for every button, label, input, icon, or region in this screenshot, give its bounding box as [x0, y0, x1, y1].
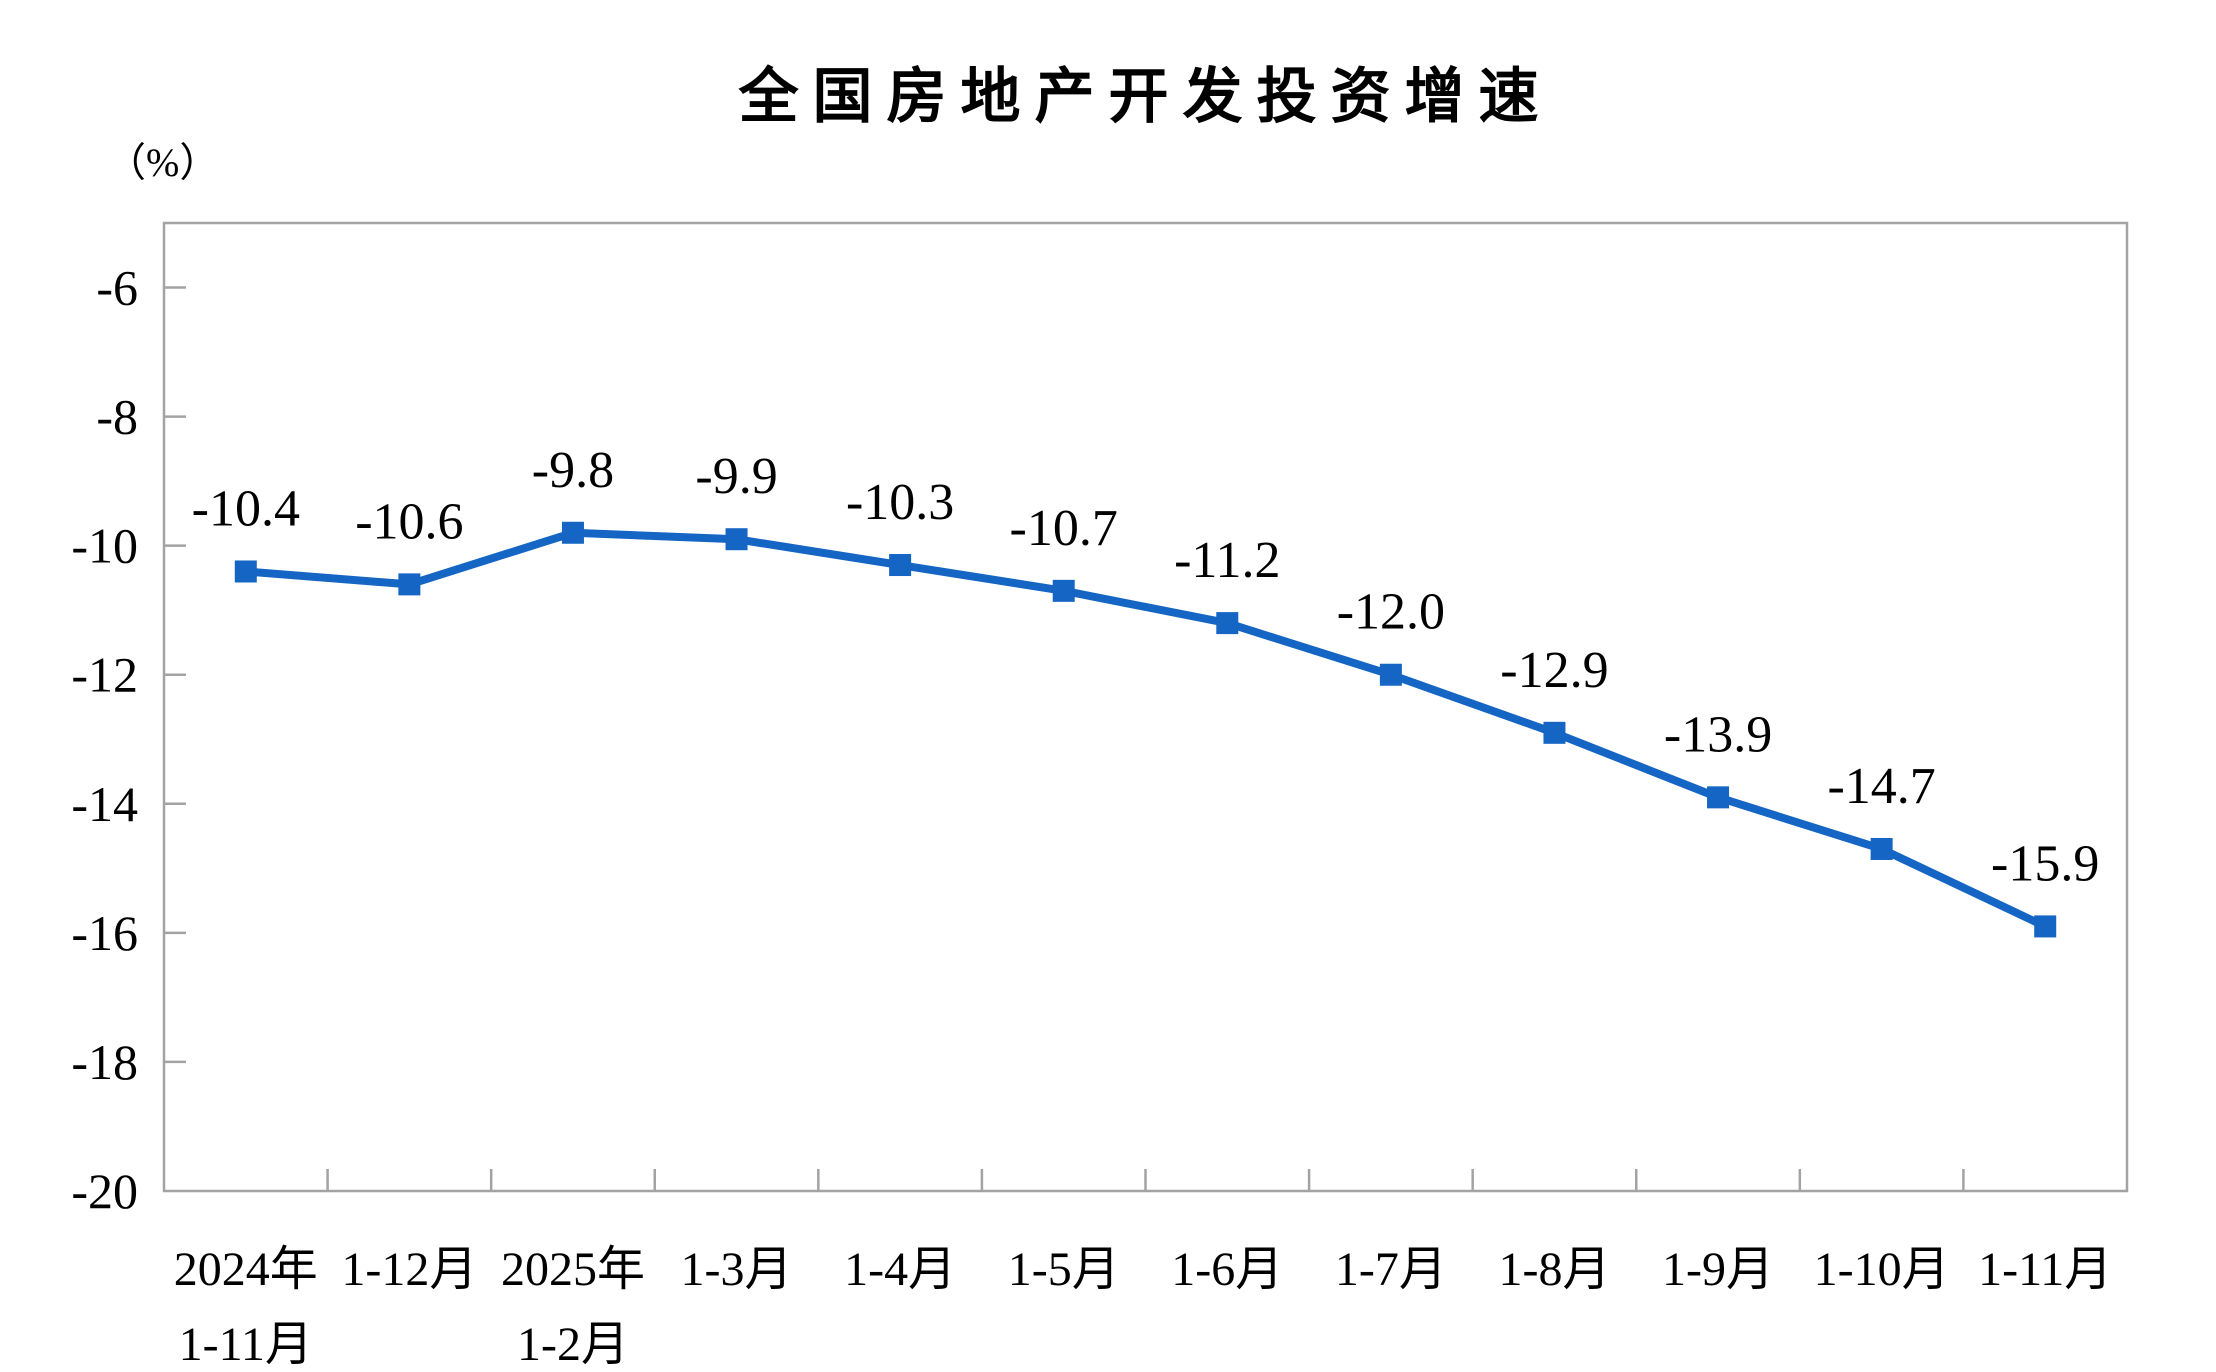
y-tick-label: -10: [71, 518, 138, 574]
x-tick-label: 1-12月: [341, 1243, 477, 1296]
data-point-marker: [561, 521, 584, 544]
data-point-label: -10.4: [192, 480, 300, 537]
data-point-marker: [725, 528, 748, 551]
x-tick-label: 2024年: [174, 1243, 318, 1296]
plot-frame: [162, 221, 2129, 1193]
data-point-label: -12.9: [1500, 642, 1608, 699]
data-point-label: -9.9: [695, 448, 777, 505]
x-tick-label: 1-10月: [1814, 1243, 1950, 1296]
data-point-label: -10.6: [355, 493, 463, 550]
y-tick-label: -6: [96, 260, 138, 316]
x-tick-label: 1-7月: [1335, 1243, 1447, 1296]
data-point-marker: [1216, 612, 1239, 635]
x-tick-label: 1-8月: [1498, 1243, 1610, 1296]
data-point-label: -10.7: [1010, 500, 1118, 557]
x-tick-label: 1-2月: [517, 1318, 629, 1371]
y-axis-unit-label: （%）: [106, 140, 220, 185]
y-tick-label: -18: [71, 1034, 138, 1090]
data-point-label: -11.2: [1174, 532, 1280, 589]
data-point-label: -14.7: [1827, 758, 1935, 815]
data-point-marker: [2034, 915, 2057, 938]
data-point-label: -12.0: [1337, 584, 1445, 641]
y-tick-label: -16: [71, 905, 138, 961]
x-tick-label: 1-5月: [1008, 1243, 1120, 1296]
x-tick-label: 1-11月: [179, 1318, 313, 1371]
data-point-label: -15.9: [1991, 835, 2099, 892]
data-point-marker: [1052, 579, 1075, 602]
series-line: [241, 528, 2050, 931]
y-tick-label: -20: [71, 1163, 138, 1219]
y-tick-label: -8: [96, 389, 138, 445]
x-tick-label: 1-6月: [1171, 1243, 1283, 1296]
data-point-label: -9.8: [532, 442, 614, 499]
x-tick-label: 1-4月: [844, 1243, 956, 1296]
data-point-marker: [1543, 721, 1566, 744]
data-point-label: -13.9: [1664, 706, 1772, 763]
data-point-marker: [1707, 786, 1730, 809]
x-tick-label: 1-3月: [681, 1243, 793, 1296]
data-point-marker: [234, 560, 257, 583]
data-point-marker: [1870, 837, 1893, 860]
data-point-marker: [398, 573, 421, 596]
x-tick-label: 2025年: [501, 1243, 645, 1296]
data-point-marker: [889, 554, 912, 577]
y-tick-label: -14: [71, 776, 138, 832]
x-tick-label: 1-11月: [1978, 1243, 2112, 1296]
x-tick-label: 1-9月: [1662, 1243, 1774, 1296]
y-tick-label: -12: [71, 647, 138, 703]
data-point-label: -10.3: [846, 474, 954, 531]
chart-title: 全国房地产开发投资增速: [738, 62, 1553, 132]
data-point-marker: [1379, 663, 1402, 686]
